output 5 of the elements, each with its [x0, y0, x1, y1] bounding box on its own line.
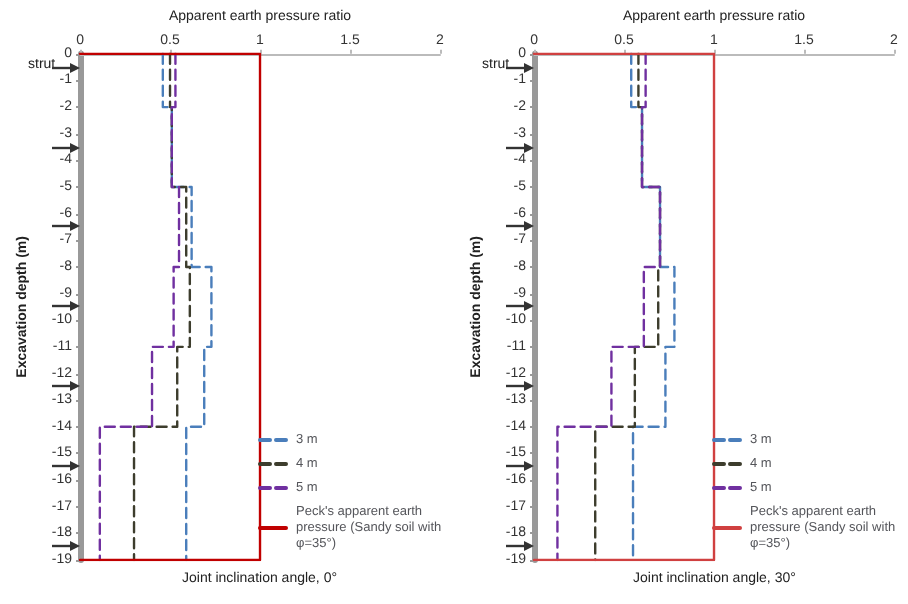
line-series: [132, 52, 192, 562]
line-series: [630, 52, 676, 562]
line-series: [161, 52, 213, 562]
line-series: [98, 52, 181, 562]
line-series: [556, 52, 662, 562]
